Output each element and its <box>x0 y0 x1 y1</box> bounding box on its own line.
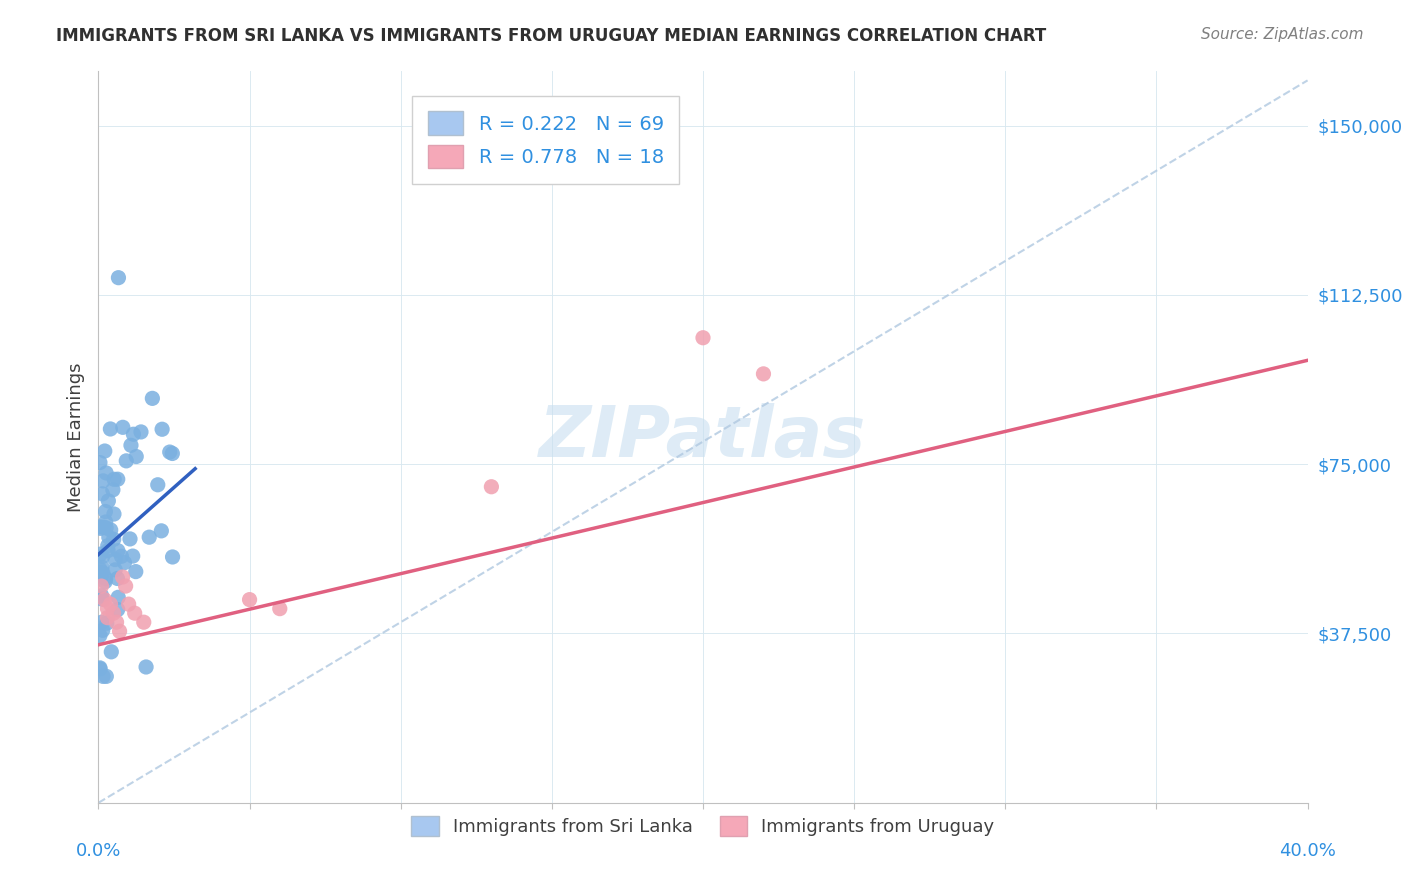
Point <box>100 523 122 537</box>
Point <box>162 549 184 564</box>
Point <box>90 589 112 603</box>
Point <box>94 574 117 589</box>
Point <box>141 392 163 406</box>
Point <box>100 645 122 659</box>
Point <box>97 539 120 553</box>
Point <box>90 615 112 630</box>
Point <box>97 530 120 544</box>
Point <box>104 563 127 577</box>
Text: IMMIGRANTS FROM SRI LANKA VS IMMIGRANTS FROM URUGUAY MEDIAN EARNINGS CORRELATION: IMMIGRANTS FROM SRI LANKA VS IMMIGRANTS … <box>56 27 1046 45</box>
Point <box>135 660 157 674</box>
Point <box>89 628 111 642</box>
Point <box>97 494 120 508</box>
Point <box>91 592 114 607</box>
Point <box>118 532 141 546</box>
Point <box>103 472 125 486</box>
Point <box>89 520 111 534</box>
Point <box>89 456 111 470</box>
Point <box>269 601 291 615</box>
Point <box>91 624 114 638</box>
Point <box>91 474 114 488</box>
Point <box>96 601 118 615</box>
Point <box>94 504 117 518</box>
Point <box>118 597 141 611</box>
Point <box>90 521 112 535</box>
Point <box>91 549 114 564</box>
Point <box>146 477 169 491</box>
Point <box>107 543 129 558</box>
Point <box>129 425 152 439</box>
Legend: Immigrants from Sri Lanka, Immigrants from Uruguay: Immigrants from Sri Lanka, Immigrants fr… <box>402 807 1004 845</box>
Point <box>94 515 117 529</box>
Point <box>107 591 129 605</box>
Point <box>103 606 125 620</box>
Point <box>121 549 143 563</box>
Point <box>105 615 128 630</box>
Point <box>125 565 148 579</box>
Point <box>150 524 173 538</box>
Point <box>91 566 114 580</box>
Point <box>124 606 146 620</box>
Text: ZIPatlas: ZIPatlas <box>540 402 866 472</box>
Point <box>101 483 124 497</box>
Point <box>162 446 184 460</box>
Point <box>481 480 503 494</box>
Point <box>100 422 122 436</box>
Point <box>89 566 111 580</box>
Point <box>100 597 122 611</box>
Point <box>114 556 136 570</box>
Point <box>89 547 111 561</box>
Point <box>89 662 111 676</box>
Point <box>103 533 125 547</box>
Point <box>93 592 115 607</box>
Point <box>239 592 262 607</box>
Point <box>96 610 118 624</box>
Point <box>120 438 142 452</box>
Point <box>94 444 117 458</box>
Point <box>150 422 173 436</box>
Point <box>107 270 129 285</box>
Text: Source: ZipAtlas.com: Source: ZipAtlas.com <box>1201 27 1364 42</box>
Point <box>96 616 118 631</box>
Point <box>93 520 115 534</box>
Point <box>91 669 114 683</box>
Point <box>96 669 118 683</box>
Point <box>90 579 112 593</box>
Y-axis label: Median Earnings: Median Earnings <box>66 362 84 512</box>
Point <box>104 552 127 566</box>
Point <box>91 560 114 574</box>
Point <box>111 570 134 584</box>
Point <box>97 543 120 558</box>
Point <box>90 568 112 582</box>
Text: 40.0%: 40.0% <box>1279 842 1336 860</box>
Point <box>107 602 129 616</box>
Point <box>107 472 129 486</box>
Point <box>692 331 714 345</box>
Point <box>91 487 114 501</box>
Point <box>89 661 111 675</box>
Point <box>138 530 160 544</box>
Point <box>89 562 111 576</box>
Point <box>132 615 155 630</box>
Point <box>94 466 117 480</box>
Point <box>107 572 129 586</box>
Point <box>159 445 181 459</box>
Point <box>752 367 775 381</box>
Point <box>110 549 132 564</box>
Point <box>115 454 138 468</box>
Point <box>111 420 134 434</box>
Point <box>114 579 136 593</box>
Point <box>94 521 117 535</box>
Point <box>125 450 148 464</box>
Point <box>122 427 145 442</box>
Point <box>108 624 131 639</box>
Point <box>103 507 125 521</box>
Point <box>94 572 117 586</box>
Text: 0.0%: 0.0% <box>76 842 121 860</box>
